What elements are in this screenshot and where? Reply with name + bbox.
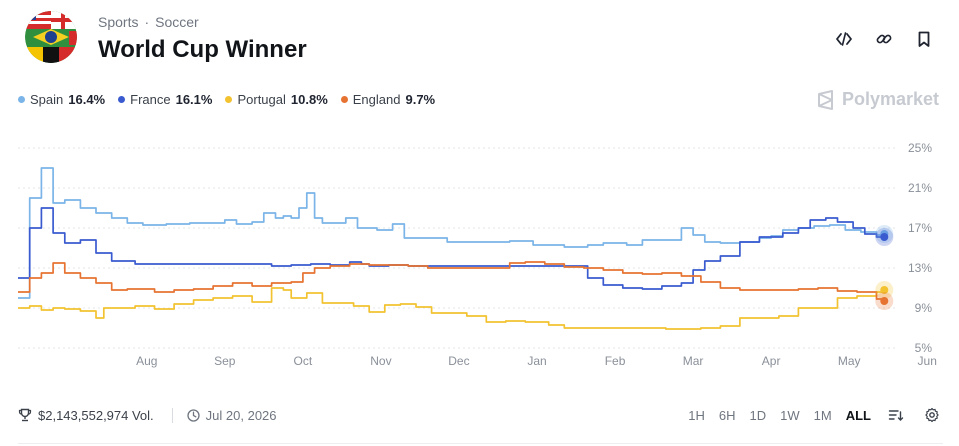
link-icon [876, 34, 892, 44]
x-tick-label: Oct [294, 354, 313, 368]
copy-link-button[interactable] [873, 28, 895, 50]
legend-item-england[interactable]: England 9.7% [340, 92, 436, 107]
y-tick-label: 17% [908, 221, 932, 235]
series-line-france [18, 207, 885, 290]
legend-item-spain[interactable]: Spain 16.4% [18, 92, 105, 107]
range-6h[interactable]: 6H [718, 407, 736, 423]
series-end-point-portugal [880, 286, 889, 294]
range-1w[interactable]: 1W [780, 407, 800, 423]
end-date-info: Jul 20, 2026 [171, 407, 277, 423]
price-history-chart[interactable]: 25% 21% 17% 13% 9% 5% Aug Sep Oct Nov Dec Jan Feb Mar… [0, 130, 959, 375]
legend-value: 16.4% [68, 92, 106, 107]
legend-name: Spain [30, 92, 64, 107]
market-avatar [25, 11, 77, 63]
breadcrumb-separator: · [144, 14, 150, 30]
sort-icon [888, 410, 904, 421]
legend-value: 9.7% [405, 92, 436, 107]
y-tick-label: 5% [915, 341, 933, 355]
legend-name: England [352, 92, 401, 107]
volume-info: $2,143,552,974 Vol. [18, 408, 154, 423]
legend-value: 16.1% [175, 92, 213, 107]
x-tick-label: May [838, 354, 861, 368]
series-line-spain [18, 167, 886, 299]
time-range-selector: 1H 6H 1D 1W 1M ALL [688, 404, 943, 426]
bookmark-button[interactable] [913, 28, 935, 50]
legend-dot-england [340, 96, 348, 103]
y-tick-label: 21% [908, 181, 932, 195]
polymarket-watermark: Polymarket [816, 89, 939, 110]
legend-name: France [130, 92, 171, 107]
series-end-point-england [880, 297, 889, 305]
code-icon [836, 32, 852, 46]
legend-dot-france [118, 96, 126, 103]
x-tick-label: Apr [762, 354, 781, 368]
settings-button[interactable] [921, 404, 943, 426]
x-tick-label: Nov [370, 354, 391, 368]
series-end-point-france [880, 233, 889, 241]
breadcrumb-sports[interactable]: Sports [98, 14, 139, 30]
legend-item-portugal[interactable]: Portugal 10.8% [225, 92, 328, 107]
range-1m[interactable]: 1M [813, 407, 832, 423]
page-title: World Cup Winner [98, 36, 307, 63]
sort-button[interactable] [885, 404, 907, 426]
breadcrumb: Sports · Soccer [98, 14, 199, 30]
legend-item-france[interactable]: France 16.1% [118, 92, 212, 107]
series-line-portugal [18, 287, 886, 330]
legend-dot-spain [18, 96, 25, 103]
gear-icon [925, 407, 939, 423]
y-tick-label: 25% [908, 141, 932, 155]
legend-name: Portugal [237, 92, 286, 107]
chart-legend: Spain 16.4% France 16.1% Portugal 10.8% … [18, 92, 435, 107]
bookmark-icon [918, 31, 930, 47]
x-tick-label: Jan [527, 354, 546, 368]
chart-footer: $2,143,552,974 Vol. Jul 20, 2026 1H 6H 1… [18, 404, 943, 426]
embed-button[interactable] [833, 28, 855, 50]
brand-name: Polymarket [841, 89, 939, 109]
end-date-text: Jul 20, 2026 [205, 407, 277, 423]
market-header: Sports · Soccer World Cup Winner [0, 0, 959, 80]
x-tick-label: Mar [683, 354, 704, 368]
x-tick-label: Dec [448, 354, 469, 368]
volume-text: $2,143,552,974 Vol. [38, 407, 154, 423]
divider [18, 443, 943, 444]
breadcrumb-soccer[interactable]: Soccer [155, 14, 199, 30]
legend-value: 10.8% [290, 92, 328, 107]
range-1d[interactable]: 1D [749, 407, 767, 423]
header-actions [833, 28, 935, 50]
series-line-england [18, 261, 886, 301]
y-tick-label: 13% [908, 261, 932, 275]
x-tick-label: Jun [918, 354, 937, 368]
x-tick-label: Aug [136, 354, 157, 368]
trophy-icon [18, 408, 32, 422]
legend-dot-portugal [225, 96, 233, 103]
range-all[interactable]: ALL [845, 407, 871, 423]
x-tick-label: Sep [214, 354, 236, 368]
y-tick-label: 9% [915, 301, 933, 315]
polymarket-logo-icon [817, 89, 833, 110]
world-cup-flags-icon [25, 11, 77, 63]
range-1h[interactable]: 1H [688, 407, 705, 423]
x-tick-label: Feb [605, 354, 626, 368]
clock-icon [187, 408, 200, 422]
